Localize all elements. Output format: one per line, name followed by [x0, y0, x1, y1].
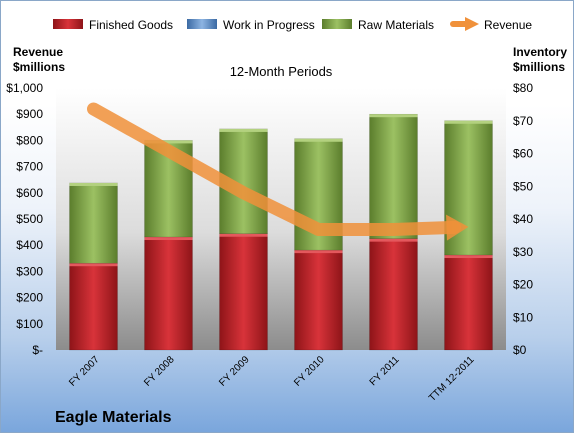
bar-finished-goods — [444, 254, 493, 351]
legend-swatch-work-in-progress — [187, 19, 217, 29]
company-name: Eagle Materials — [55, 409, 172, 426]
left-axis-tick-label: $200 — [16, 291, 43, 305]
bar-finished-goods — [69, 262, 118, 351]
category-label: FY 2009 — [217, 354, 252, 389]
legend-swatch-revenue-arrowhead — [465, 17, 479, 31]
chart-subtitle: 12-Month Periods — [230, 64, 333, 79]
category-label: FY 2007 — [67, 354, 102, 389]
right-axis-tick-label: $60 — [513, 147, 533, 161]
legend-swatch-raw-materials — [322, 19, 352, 29]
bar-cap-raw-materials — [219, 128, 268, 132]
right-axis-tick-label: $30 — [513, 245, 533, 259]
left-axis-tick-label: $100 — [16, 317, 43, 331]
right-axis-tick-label: $40 — [513, 212, 533, 226]
left-axis-tick-label: $1,000 — [6, 81, 43, 95]
legend-swatch-finished-goods — [53, 19, 83, 29]
bar-cap-finished-goods — [219, 233, 268, 237]
bar-cap-raw-materials — [369, 114, 418, 118]
bar-cap-raw-materials — [144, 140, 193, 144]
revenue-arrowhead — [446, 214, 469, 241]
bar-cap-raw-materials — [294, 138, 343, 142]
category-labels: FY 2007 FY 2008 FY 2009 FY 2010 FY 2011 TTM 1… — [67, 354, 477, 404]
right-axis-tick-label: $80 — [513, 81, 533, 95]
left-axis-title-line1: Revenue — [13, 45, 63, 59]
left-axis-title-line2: $millions — [13, 60, 65, 74]
left-axis-tick-label: $700 — [16, 160, 43, 174]
bar-cap-finished-goods — [144, 237, 193, 241]
bar-cap-raw-materials — [69, 182, 118, 186]
right-axis-ticks: $0 $10 $20 $30 $40 $50 $60 $70 $80 — [513, 81, 533, 357]
bar-finished-goods — [369, 238, 418, 351]
category-label: FY 2008 — [142, 354, 177, 389]
legend-label-raw-materials: Raw Materials — [358, 18, 434, 32]
bar-cap-finished-goods — [69, 263, 118, 267]
bar-cap-finished-goods — [294, 250, 343, 254]
bars-group — [69, 113, 493, 351]
left-axis-tick-label: $300 — [16, 264, 43, 278]
bar-cap-raw-materials — [444, 120, 493, 124]
revenue-line — [87, 102, 462, 236]
right-axis-tick-label: $50 — [513, 179, 533, 193]
bar-finished-goods — [294, 249, 343, 351]
legend-label-revenue: Revenue — [484, 18, 532, 32]
right-axis-title-line2: $millions — [513, 60, 565, 74]
bar-finished-goods — [219, 233, 268, 351]
legend: Finished Goods Work in Progress Raw Mate… — [53, 17, 532, 32]
bar-finished-goods — [144, 236, 193, 351]
legend-label-work-in-progress: Work in Progress — [223, 18, 315, 32]
right-axis-tick-label: $20 — [513, 278, 533, 292]
left-axis-tick-label: $900 — [16, 107, 43, 121]
left-axis-tick-label: $400 — [16, 238, 43, 252]
right-axis-title-line1: Inventory — [513, 45, 567, 59]
left-axis-tick-label: $500 — [16, 212, 43, 226]
left-axis-tick-label: $- — [32, 343, 43, 357]
category-label: FY 2010 — [292, 354, 327, 389]
category-label: FY 2011 — [368, 354, 402, 388]
left-axis-tick-label: $800 — [16, 133, 43, 147]
left-axis-tick-label: $600 — [16, 186, 43, 200]
category-label: TTM 12-2011 — [427, 354, 477, 404]
bar-raw-materials — [369, 113, 418, 239]
revenue-series — [87, 102, 469, 241]
left-axis-ticks: $- $100 $200 $300 $400 $500 $600 $700 $800 $900 $1… — [6, 81, 43, 357]
right-axis-tick-label: $70 — [513, 114, 533, 128]
bar-cap-finished-goods — [369, 238, 418, 242]
bar-cap-finished-goods — [444, 255, 493, 259]
legend-label-finished-goods: Finished Goods — [89, 18, 173, 32]
bar-raw-materials — [69, 182, 118, 264]
right-axis-tick-label: $0 — [513, 343, 527, 357]
right-axis-tick-label: $10 — [513, 310, 533, 324]
